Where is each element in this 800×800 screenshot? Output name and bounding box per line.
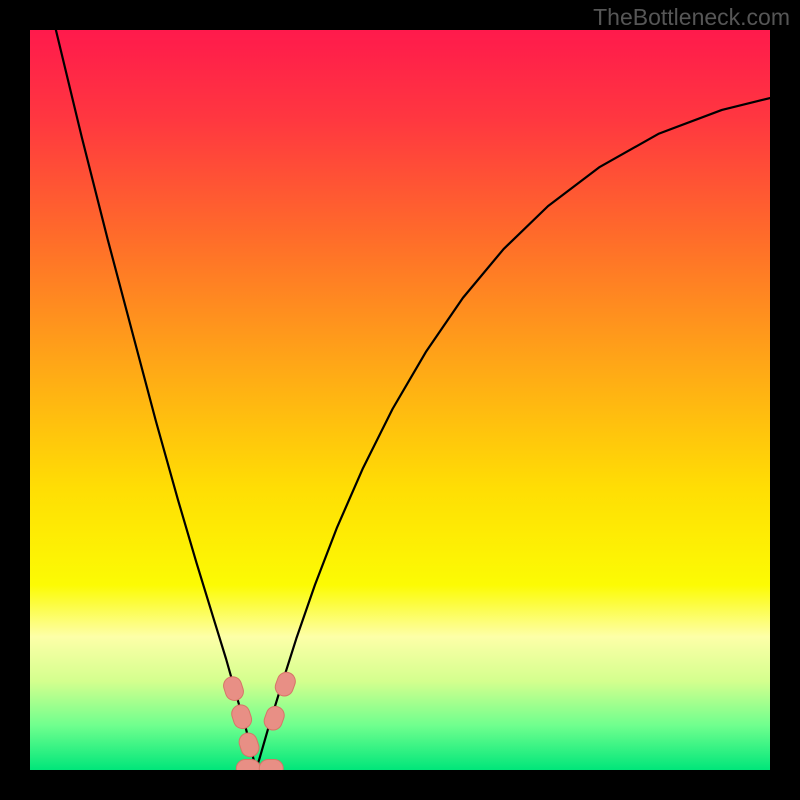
bottleneck-curve-chart	[30, 30, 770, 770]
watermark-text: TheBottleneck.com	[593, 4, 790, 31]
chart-frame: TheBottleneck.com	[0, 0, 800, 800]
plot-area	[30, 30, 770, 770]
